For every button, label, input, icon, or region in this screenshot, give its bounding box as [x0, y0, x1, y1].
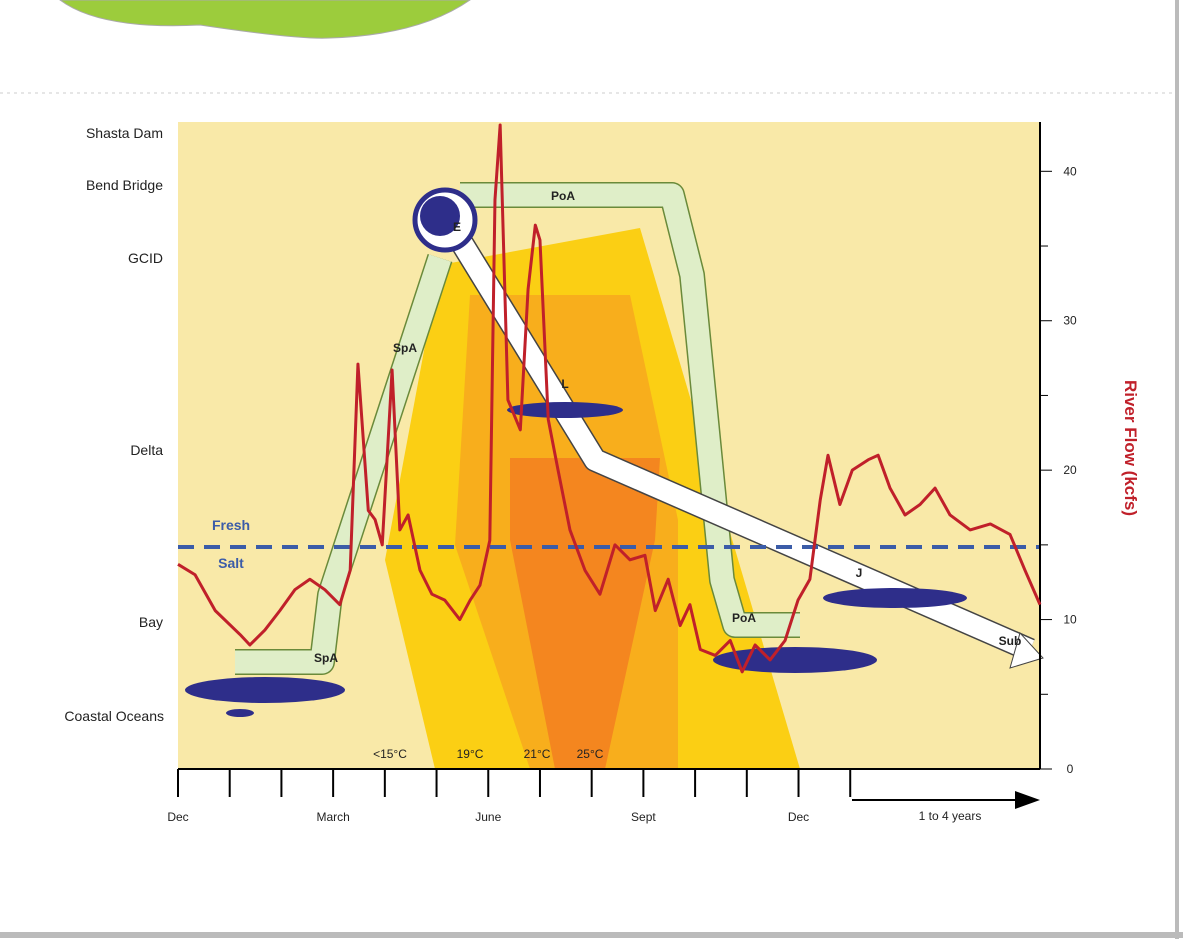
location: Delta — [130, 442, 163, 458]
location-box: Coastal Oceans — [60, 705, 164, 755]
y-tick-label: 0 — [1067, 762, 1074, 776]
temp-label: 19°C — [457, 747, 484, 761]
juvenile-fish — [823, 588, 967, 608]
location: GCID — [128, 250, 163, 266]
y-axis-title: River Flow (kcfs) — [1121, 380, 1140, 516]
logo — [60, 0, 470, 38]
stage-label: L — [561, 377, 568, 391]
stage-label: SpA — [314, 651, 338, 665]
adult-fish — [185, 677, 345, 703]
location: Shasta Dam — [86, 125, 163, 141]
zone-label: Fresh — [212, 517, 250, 533]
y-tick-label: 10 — [1063, 613, 1077, 627]
stage-label: PoA — [732, 611, 756, 625]
x-tick-label: June — [475, 810, 501, 824]
duration: 1 to 4 years — [919, 809, 982, 823]
y-tick-label: 20 — [1063, 463, 1077, 477]
diagram: 1 to 4 years Shasta Dam Bend Bridge GCID… — [0, 0, 1183, 939]
x-tick-label: March — [316, 810, 349, 824]
location: Bend Bridge — [86, 177, 163, 193]
stage-label: SpA — [393, 341, 417, 355]
x-tick-label: Sept — [631, 810, 656, 824]
location: Coastal Oceans — [60, 705, 164, 728]
y-tick-label: 40 — [1063, 164, 1077, 178]
stage-label: E — [453, 220, 461, 234]
stage-label: Sub — [999, 634, 1022, 648]
x-tick-label: Dec — [167, 810, 188, 824]
temp-label: 25°C — [577, 747, 604, 761]
duration-arrow-head — [1015, 791, 1040, 809]
y-tick-label: 30 — [1063, 314, 1077, 328]
temp-label: <15°C — [373, 747, 407, 761]
stage-label: PoA — [551, 189, 575, 203]
location: Bay — [139, 614, 163, 630]
larva — [507, 402, 623, 418]
stage-label: J — [856, 566, 863, 580]
temp-label: 21°C — [524, 747, 551, 761]
zone-label: Salt — [218, 555, 244, 571]
x-tick-label: Dec — [788, 810, 809, 824]
juvenile-fish — [226, 709, 254, 717]
